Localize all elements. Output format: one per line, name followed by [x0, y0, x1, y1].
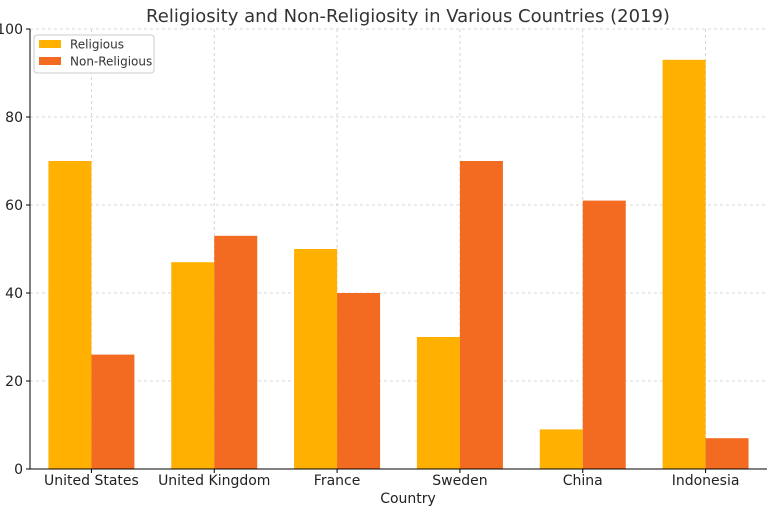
bar-non-religious-united-kingdom	[214, 235, 258, 469]
legend-label-non-religious: Non-Religious	[70, 55, 152, 69]
x-tick-label: France	[314, 473, 361, 489]
tick-labels: 0 20 40 60 80 100 United States United Kingdom F…	[0, 22, 739, 489]
bar-religious-united-states	[48, 161, 92, 469]
x-tick-label: China	[563, 473, 603, 489]
y-tick-label: 20	[5, 374, 23, 390]
x-tick-label: United States	[44, 473, 139, 489]
chart-title: Religiosity and Non-Religiosity in Vario…	[146, 6, 670, 27]
x-tick-label: Sweden	[432, 473, 487, 489]
legend: Religious Non-Religious	[33, 34, 155, 74]
bar-religious-france	[294, 249, 338, 469]
bar-religious-united-kingdom	[171, 262, 215, 469]
bars	[48, 59, 749, 470]
bar-non-religious-china	[582, 200, 626, 469]
y-tick-label: 100	[0, 22, 23, 38]
bar-non-religious-indonesia	[705, 438, 749, 469]
legend-box	[33, 34, 155, 74]
bar-religious-indonesia	[662, 59, 706, 470]
axes	[26, 28, 767, 473]
y-tick-label: 40	[5, 286, 23, 302]
y-tick-label: 80	[5, 110, 23, 126]
legend-swatch-religious	[39, 40, 61, 48]
x-tick-label: United Kingdom	[158, 473, 270, 489]
bar-religious-china	[539, 429, 583, 469]
legend-label-religious: Religious	[70, 38, 124, 52]
bar-non-religious-sweden	[459, 161, 503, 469]
legend-swatch-non-religious	[39, 57, 61, 65]
bar-non-religious-united-states	[91, 354, 135, 469]
y-tick-label: 60	[5, 198, 23, 214]
x-axis-title: Country	[380, 491, 436, 507]
y-tick-label: 0	[14, 462, 23, 478]
bar-non-religious-france	[337, 293, 381, 469]
x-tick-label: Indonesia	[672, 473, 740, 489]
bar-religious-sweden	[416, 337, 460, 469]
